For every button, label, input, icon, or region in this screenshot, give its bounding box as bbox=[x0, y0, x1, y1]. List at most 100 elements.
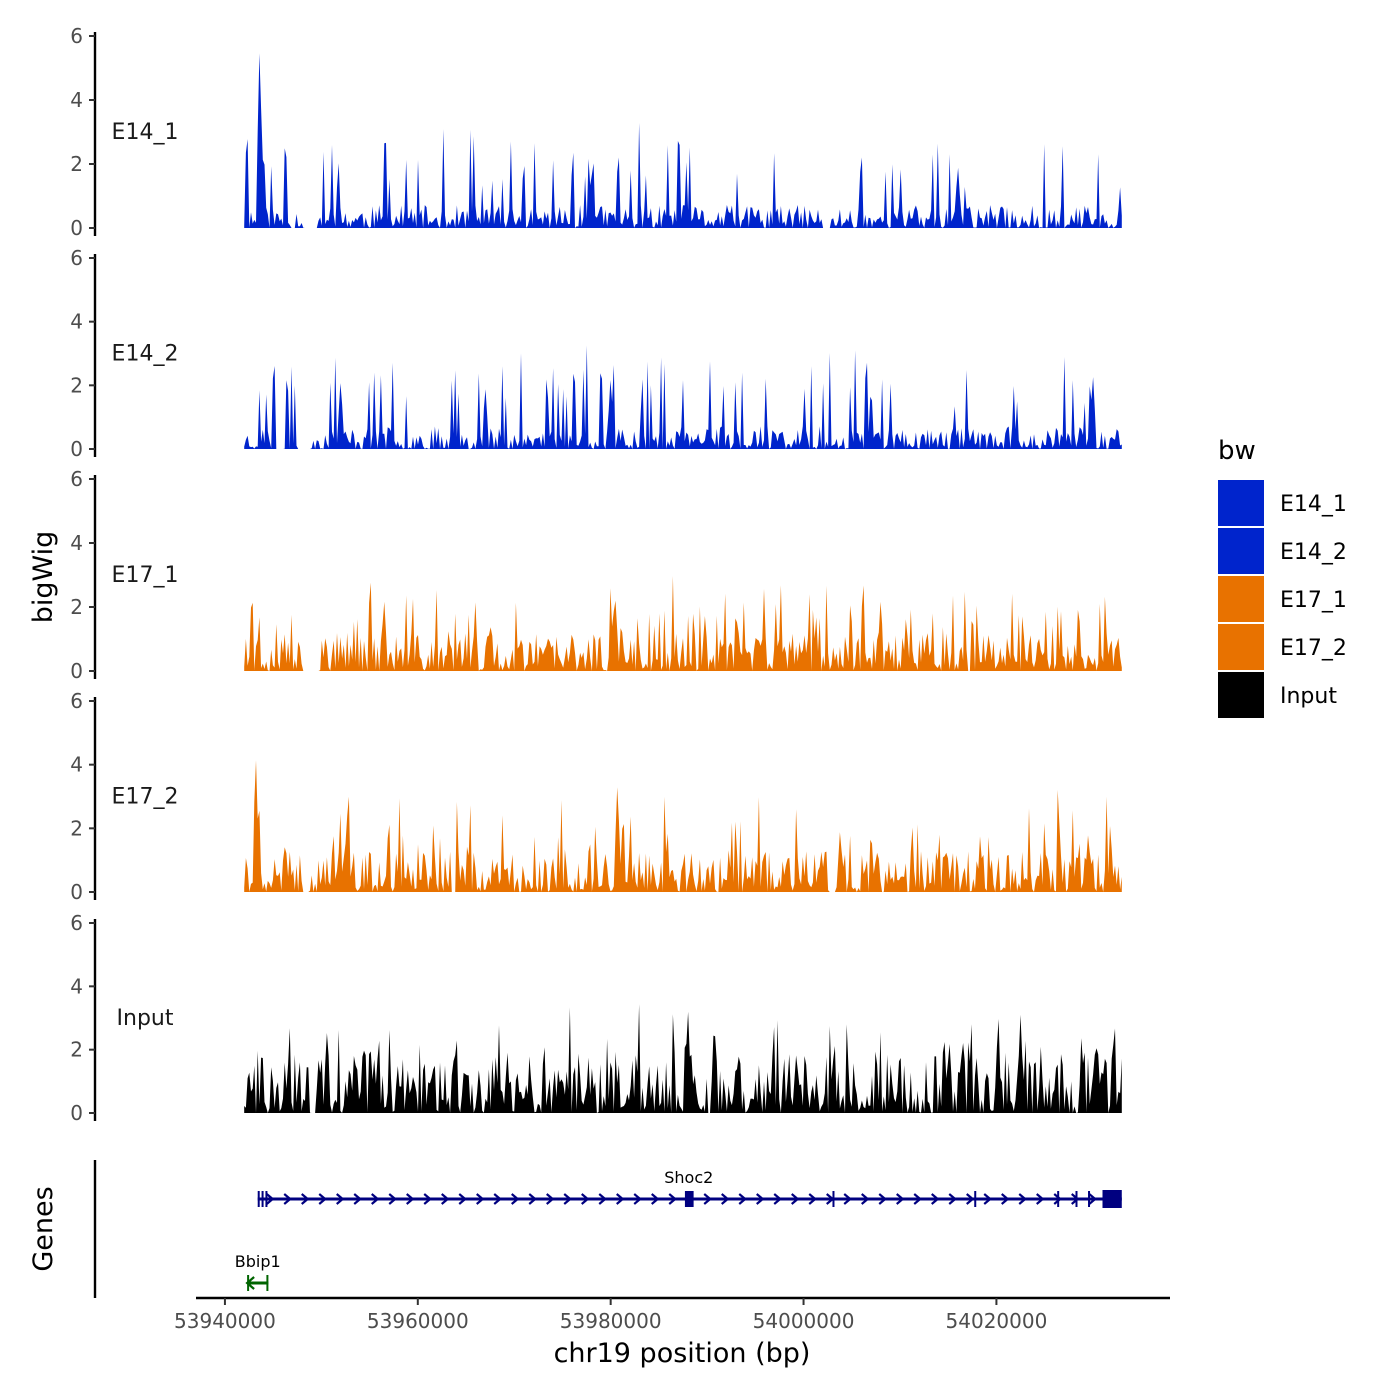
track-e17-2: 0 2 4 6 E17_2 bbox=[70, 689, 1122, 904]
exon bbox=[684, 1191, 694, 1207]
legend-label: E14_2 bbox=[1280, 540, 1347, 565]
y-tick-label: 0 bbox=[70, 659, 83, 683]
strand-arrow bbox=[878, 1193, 887, 1205]
legend-item: E14_1 bbox=[1218, 480, 1347, 526]
legend-label: E14_1 bbox=[1280, 492, 1347, 517]
exon bbox=[266, 1275, 269, 1291]
legend-item: E17_2 bbox=[1218, 624, 1347, 670]
legend-swatch bbox=[1218, 528, 1264, 574]
exon bbox=[257, 1191, 260, 1207]
track-label: E14_2 bbox=[112, 342, 179, 367]
strand-arrow bbox=[808, 1193, 817, 1205]
legend-item: E17_1 bbox=[1218, 576, 1347, 622]
track-label: E17_2 bbox=[112, 785, 179, 810]
strand-arrow bbox=[528, 1193, 537, 1205]
strand-arrow bbox=[441, 1193, 450, 1205]
track-label: E14_1 bbox=[112, 120, 179, 145]
x-tick-label: 53980000 bbox=[560, 1309, 662, 1333]
legend-label: E17_2 bbox=[1280, 636, 1347, 661]
x-tick-label: 54000000 bbox=[753, 1309, 855, 1333]
signal-area bbox=[244, 345, 1122, 449]
strand-arrow bbox=[511, 1193, 520, 1205]
strand-arrow bbox=[458, 1193, 467, 1205]
strand-arrow bbox=[791, 1193, 800, 1205]
strand-arrow bbox=[1001, 1193, 1010, 1205]
strand-arrow bbox=[318, 1193, 327, 1205]
y-tick-label: 2 bbox=[70, 816, 83, 840]
strand-arrow bbox=[861, 1193, 870, 1205]
y-axis-title: bigWig bbox=[28, 531, 59, 624]
strand-arrow bbox=[581, 1193, 590, 1205]
gene-shoc2: Shoc2 bbox=[257, 1168, 1122, 1208]
y-tick-label: 4 bbox=[70, 531, 83, 555]
legend-item: Input bbox=[1218, 672, 1337, 718]
y-tick-label: 4 bbox=[70, 753, 83, 777]
y-tick-label: 6 bbox=[70, 467, 83, 491]
strand-arrow bbox=[563, 1193, 572, 1205]
strand-arrow bbox=[931, 1193, 940, 1205]
legend-label: E17_1 bbox=[1280, 588, 1347, 613]
strand-arrow bbox=[353, 1193, 362, 1205]
legend-swatch bbox=[1218, 672, 1264, 718]
legend-swatch bbox=[1218, 480, 1264, 526]
strand-arrow bbox=[266, 1193, 275, 1205]
strand-arrow bbox=[423, 1193, 432, 1205]
track-e14-1: 0 2 4 6 E14_1 bbox=[70, 24, 1122, 240]
strand-arrow bbox=[721, 1193, 730, 1205]
track-e17-1: 0 2 4 6 E17_1 bbox=[70, 467, 1122, 683]
strand-arrow bbox=[1036, 1193, 1045, 1205]
strand-arrow bbox=[651, 1193, 660, 1205]
y-tick-label: 2 bbox=[70, 595, 83, 619]
y-tick-label: 2 bbox=[70, 152, 83, 176]
strand-arrow bbox=[283, 1193, 292, 1205]
legend-swatch bbox=[1218, 576, 1264, 622]
strand-arrow bbox=[406, 1193, 415, 1205]
strand-arrow bbox=[546, 1193, 555, 1205]
track-e14-2: 0 2 4 6 E14_2 bbox=[70, 246, 1122, 461]
exon bbox=[261, 1191, 264, 1207]
signal-area bbox=[244, 1004, 1122, 1113]
signal-tracks: 0 2 4 6 E14_1 0 2 4 6 E14_2 0 2 4 6 E17_1 0 2 4 6 E17_2 0 2 4 6… bbox=[70, 24, 1122, 1125]
y-tick-label: 4 bbox=[70, 310, 83, 334]
exon bbox=[974, 1191, 977, 1207]
strand-arrow bbox=[616, 1193, 625, 1205]
strand-arrow bbox=[668, 1193, 677, 1205]
legend: bw E14_1 E14_2 E17_1 E17_2 Input bbox=[1218, 436, 1347, 718]
exon bbox=[1088, 1191, 1091, 1207]
exon bbox=[1102, 1190, 1122, 1208]
gene-name: Shoc2 bbox=[664, 1168, 713, 1187]
genes-track-label: Genes bbox=[28, 1186, 59, 1271]
x-tick-label: 53960000 bbox=[367, 1309, 469, 1333]
strand-arrow bbox=[1053, 1193, 1062, 1205]
signal-area bbox=[244, 53, 1122, 229]
y-tick-label: 6 bbox=[70, 246, 83, 270]
strand-arrow bbox=[388, 1193, 397, 1205]
track-label: Input bbox=[117, 1006, 174, 1031]
x-axis-title: chr19 position (bp) bbox=[554, 1338, 811, 1369]
y-tick-label: 4 bbox=[70, 974, 83, 998]
strand-arrow bbox=[948, 1193, 957, 1205]
y-tick-label: 6 bbox=[70, 911, 83, 935]
strand-arrow bbox=[301, 1193, 310, 1205]
signal-area bbox=[244, 760, 1122, 892]
strand-arrow bbox=[756, 1193, 765, 1205]
signal-area bbox=[244, 576, 1122, 671]
strand-arrow bbox=[1071, 1193, 1080, 1205]
exon bbox=[832, 1191, 835, 1207]
y-tick-label: 0 bbox=[70, 216, 83, 240]
strand-arrow bbox=[1018, 1193, 1027, 1205]
strand-arrow bbox=[703, 1193, 712, 1205]
legend-item: E14_2 bbox=[1218, 528, 1347, 574]
exon bbox=[265, 1191, 268, 1207]
x-tick-label: 53940000 bbox=[174, 1309, 276, 1333]
y-tick-label: 2 bbox=[70, 1038, 83, 1062]
strand-arrow bbox=[371, 1193, 380, 1205]
strand-arrow bbox=[633, 1193, 642, 1205]
strand-arrow bbox=[738, 1193, 747, 1205]
strand-arrow bbox=[336, 1193, 345, 1205]
strand-arrow bbox=[493, 1193, 502, 1205]
legend-title: bw bbox=[1218, 436, 1256, 466]
gene-bbip1: Bbip1 bbox=[235, 1252, 281, 1291]
strand-arrow bbox=[896, 1193, 905, 1205]
